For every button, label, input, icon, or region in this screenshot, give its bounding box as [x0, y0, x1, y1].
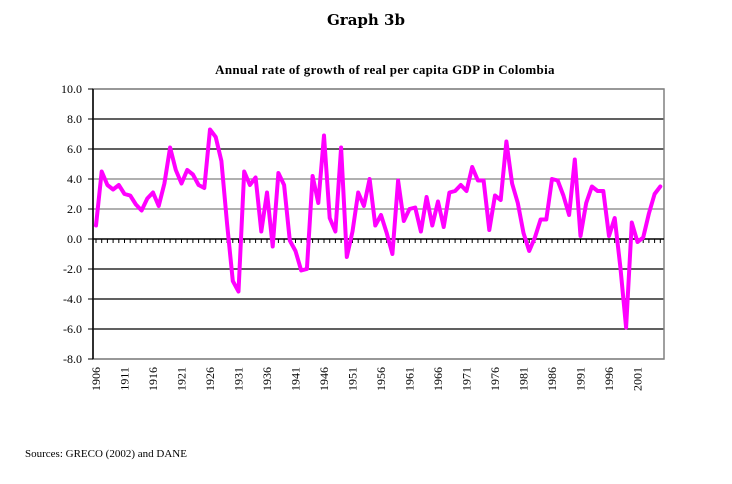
- y-tick-label: 4.0: [67, 172, 82, 186]
- y-tick-label: 10.0: [61, 82, 82, 96]
- x-tick-label: 1911: [118, 367, 132, 391]
- x-tick-label: 1921: [175, 367, 189, 391]
- y-tick-label: 6.0: [67, 142, 82, 156]
- chart-title: Annual rate of growth of real per capita…: [215, 62, 555, 77]
- series-layer: [94, 127, 663, 330]
- y-tick-label: -2.0: [63, 262, 82, 276]
- x-tick-label: 1961: [403, 367, 417, 391]
- y-tick-label: -4.0: [63, 292, 82, 306]
- x-tick-label: 1931: [232, 367, 246, 391]
- x-tick-label: 1981: [517, 367, 531, 391]
- x-tick-label: 1951: [346, 367, 360, 391]
- x-tick-label: 1906: [89, 367, 103, 391]
- y-axis-tick-labels: 10.0 8.0 6.0 4.0 2.0 0.0 -2.0 -4.0 -6.0 -8.0: [61, 82, 82, 366]
- x-tick-label: 1971: [460, 367, 474, 391]
- x-tick-label: 1996: [602, 367, 616, 391]
- x-tick-label: 1976: [488, 367, 502, 391]
- x-tick-label: 1991: [574, 367, 588, 391]
- graph-label: Graph 3b: [327, 11, 405, 29]
- x-tick-label: 1966: [431, 367, 445, 391]
- x-tick-label: 1916: [146, 367, 160, 391]
- x-tick-label: 1941: [289, 367, 303, 391]
- x-tick-label: 1926: [203, 367, 217, 391]
- x-tick-label: 1956: [374, 367, 388, 391]
- y-tick-label: 2.0: [67, 202, 82, 216]
- x-tick-label: 1986: [545, 367, 559, 391]
- y-tick-label: -8.0: [63, 352, 82, 366]
- y-tick-label: 0.0: [67, 232, 82, 246]
- y-tick-label: -6.0: [63, 322, 82, 336]
- x-tick-label: 2001: [631, 367, 645, 391]
- x-axis-tick-labels: 1906 1911 1916 1921 1926 1931 1936 1941 1946 1951…: [89, 367, 645, 391]
- sources-note: Sources: GRECO (2002) and DANE: [25, 448, 187, 460]
- x-tick-label: 1946: [317, 367, 331, 391]
- x-tick-label: 1936: [260, 367, 274, 391]
- y-tick-label: 8.0: [67, 112, 82, 126]
- series-line: [94, 127, 663, 330]
